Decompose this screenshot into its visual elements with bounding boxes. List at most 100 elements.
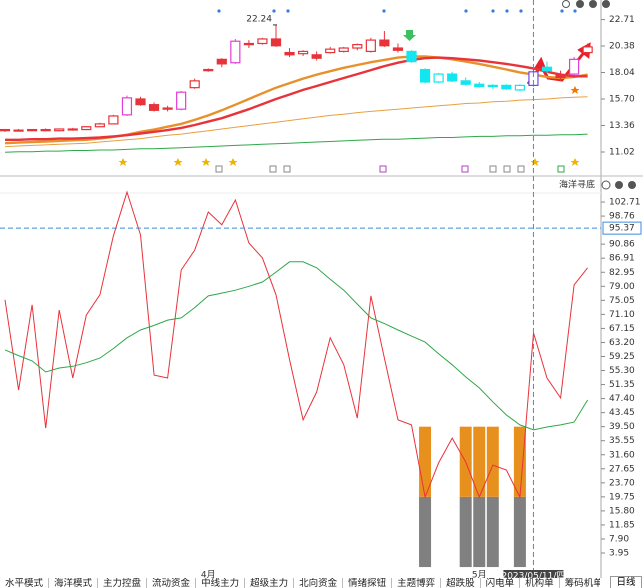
candle-body: [243, 42, 254, 46]
candle: [162, 105, 173, 112]
x-tick-label: 5月: [472, 570, 487, 579]
candle-body: [365, 39, 376, 53]
candle: [501, 84, 512, 90]
candle-body: [460, 80, 471, 85]
y-tick-label: 90.86: [609, 240, 635, 250]
y-tick-label: 15.80: [609, 506, 635, 516]
candle-body: [54, 128, 65, 132]
candle-body: [406, 50, 417, 63]
y-tick-label: 51.35: [609, 380, 635, 390]
indicator-tab[interactable]: 超级主力: [245, 578, 295, 588]
y-tick-label: 15.70: [609, 94, 635, 104]
indicator-tab[interactable]: 中线主力: [196, 578, 246, 588]
y-tick-label: 86.91: [609, 254, 635, 264]
y-tick-label: 20.38: [609, 41, 635, 51]
candle: [325, 46, 336, 54]
indicator-tab[interactable]: 主题博弈: [392, 578, 442, 588]
period-button[interactable]: 日线: [610, 576, 642, 588]
candle-body: [487, 84, 498, 88]
candle: [474, 81, 485, 88]
candle: [284, 48, 295, 58]
y-tick-label: 75.05: [609, 296, 635, 306]
indicator-tab[interactable]: 北向资金: [294, 578, 344, 588]
y-tick-label: 13.36: [609, 121, 635, 131]
candle-body: [162, 107, 173, 110]
y-tick-label: 23.70: [609, 478, 635, 488]
y-tick-label: 79.00: [609, 282, 635, 292]
moving-average: [4, 133, 588, 153]
signal-bar: [419, 496, 432, 568]
signal-bar: [473, 496, 486, 568]
peak-label: 22.24: [246, 14, 272, 24]
y-tick-label: 63.20: [609, 338, 635, 348]
candle: [203, 68, 214, 72]
candle: [541, 61, 553, 73]
indicator-tab[interactable]: 海洋模式: [49, 578, 99, 588]
candle-body: [555, 74, 566, 79]
header-icons[interactable]: [562, 0, 637, 190]
candle: [108, 114, 119, 125]
y-tick-label: 39.50: [609, 422, 635, 432]
candle: [81, 126, 92, 131]
candle-body: [528, 71, 539, 86]
candle: [433, 72, 444, 84]
signal-bar: [473, 426, 486, 497]
candle: [230, 38, 241, 64]
indicator-tab[interactable]: 超跌股: [441, 578, 481, 588]
candle: [94, 122, 105, 128]
candle-body: [392, 47, 404, 51]
candle: [121, 95, 133, 116]
indicator-tab[interactable]: 机构单: [520, 578, 560, 588]
candle-body: [325, 48, 336, 54]
candle: [338, 46, 349, 53]
candle-body: [447, 73, 458, 82]
indicator-tab[interactable]: 闪电单: [481, 578, 521, 588]
y-tick-label: 35.55: [609, 436, 635, 446]
candle-body: [257, 38, 268, 45]
candle-body: [298, 50, 309, 55]
indicator-tab[interactable]: 情绪探钮: [343, 578, 393, 588]
candle: [352, 43, 363, 51]
candle: [311, 51, 322, 61]
candle-body: [541, 66, 553, 72]
candle-body: [40, 128, 51, 132]
candle-body: [433, 73, 444, 83]
moving-average: [5, 56, 588, 141]
indicator-tab[interactable]: 主力控盘: [98, 578, 148, 588]
y-tick-label: 18.04: [609, 68, 635, 78]
moving-average: [4, 96, 588, 148]
candle-body: [216, 58, 227, 65]
candle: [257, 37, 268, 45]
candle: [135, 96, 146, 106]
candle-body: [148, 104, 160, 111]
indicator-tab[interactable]: 筹码机单: [560, 578, 600, 588]
y-tick-label: 3.95: [609, 549, 629, 559]
indicator-tab[interactable]: 流动资金: [147, 578, 197, 588]
candle: [298, 50, 309, 56]
candle-body: [121, 97, 133, 116]
y-tick-label: 98.76: [609, 212, 635, 222]
y-tick-label: 59.25: [609, 352, 635, 362]
signal-bar: [513, 426, 526, 497]
candle-body: [419, 68, 431, 83]
candle: [13, 129, 24, 132]
indicator-tab[interactable]: 水平模式: [0, 578, 50, 588]
y-tick-label: 11.02: [609, 147, 635, 157]
candle-body: [311, 54, 322, 59]
y-tick-label: 55.30: [609, 366, 635, 376]
candle: [189, 78, 200, 89]
candle: [447, 71, 458, 82]
candle: [27, 128, 38, 132]
candle-body: [379, 39, 390, 47]
y-tick-label: 43.45: [609, 408, 635, 418]
star-icons: [118, 86, 580, 166]
crosshair-value: 95.37: [609, 224, 635, 234]
candle: [460, 77, 471, 86]
candle-body: [514, 84, 526, 91]
candle: [379, 31, 390, 47]
candle-body: [352, 44, 363, 49]
candle-body: [474, 83, 485, 88]
y-tick-label: 19.75: [609, 492, 635, 502]
y-tick-label: 67.15: [609, 324, 635, 334]
